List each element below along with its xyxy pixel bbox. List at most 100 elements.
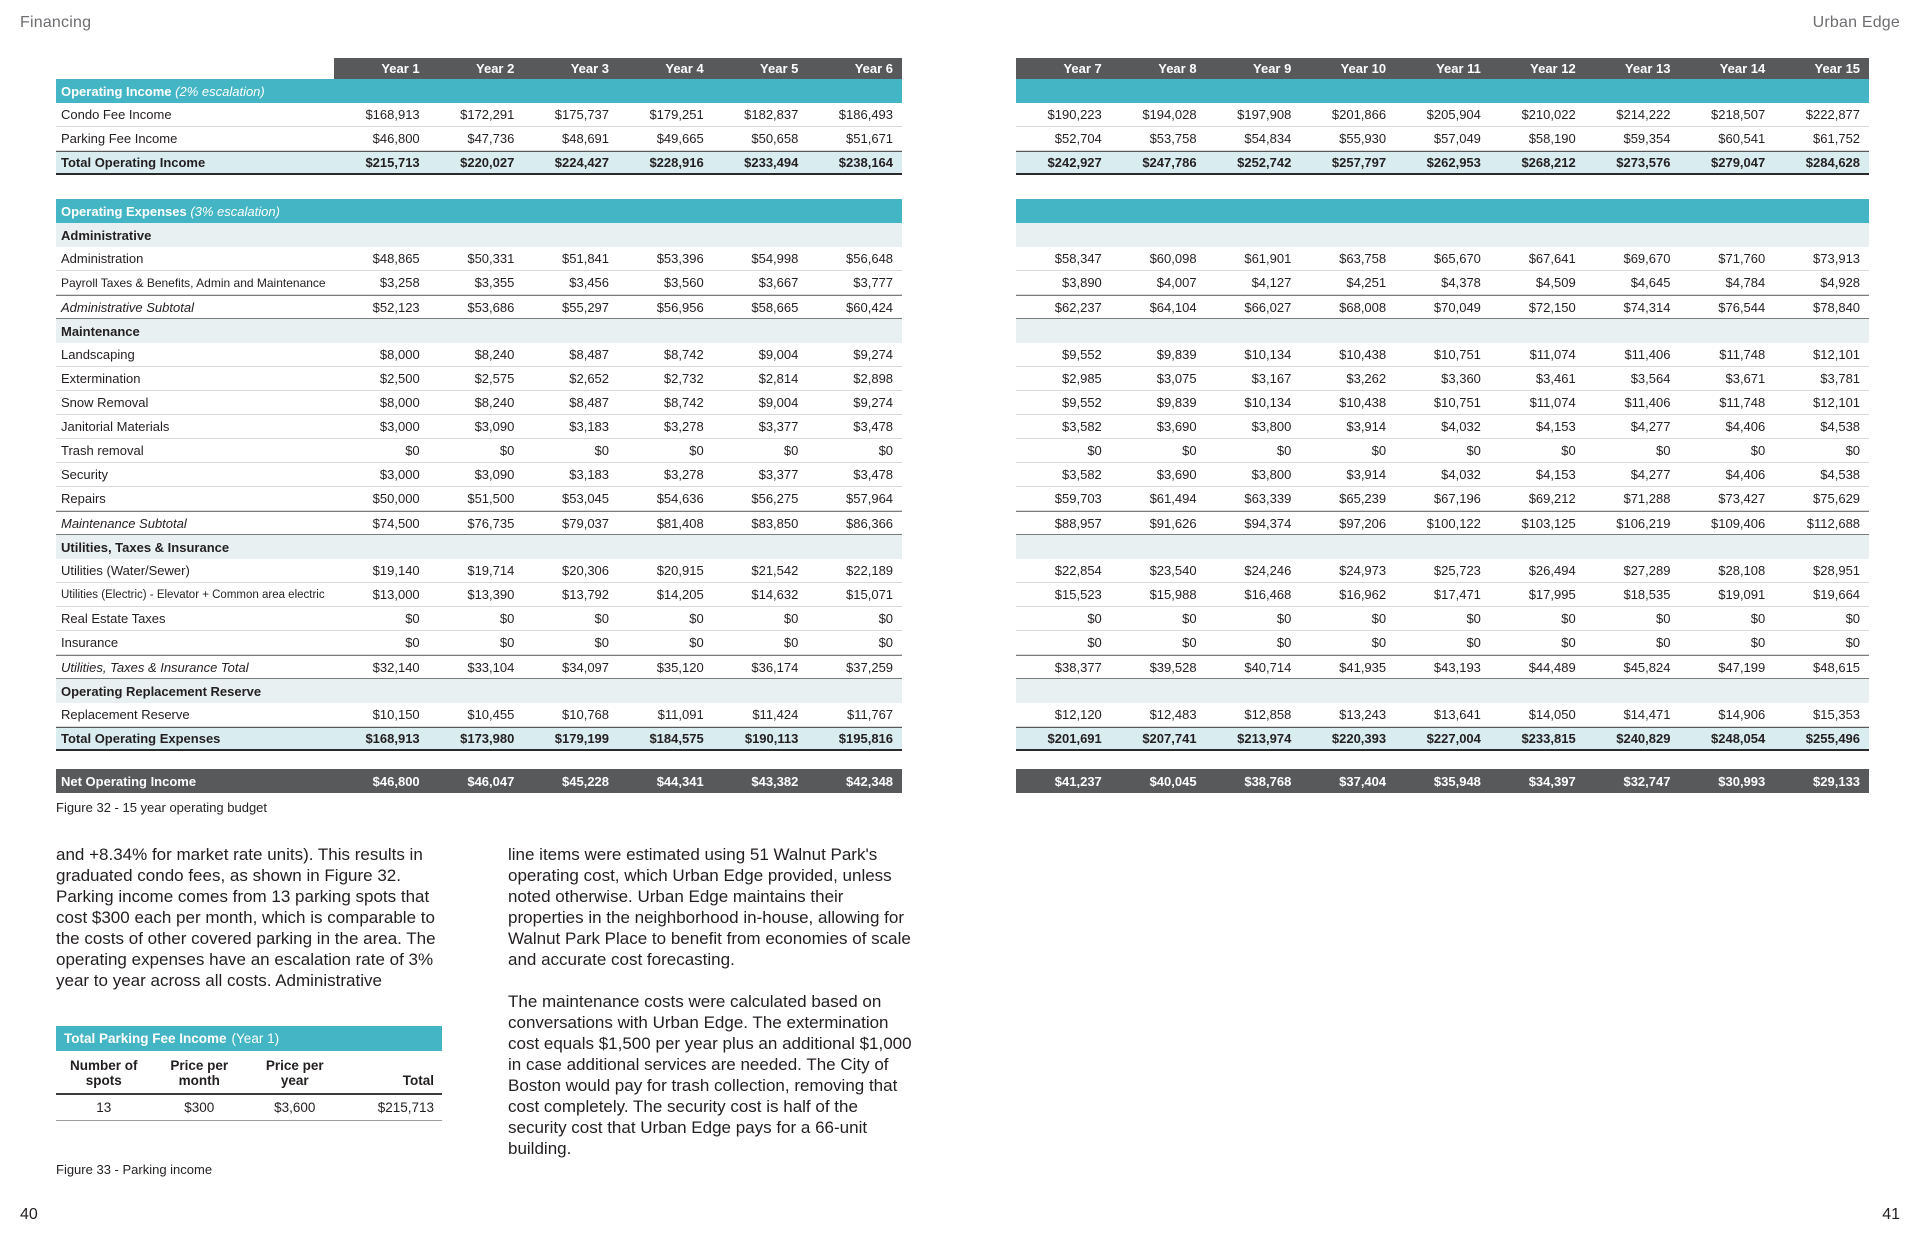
value-cell: $3,000: [379, 467, 420, 482]
row-label: Replacement Reserve: [56, 705, 334, 724]
value-cell: $0: [1087, 611, 1102, 626]
value-cell: $28,108: [1718, 563, 1766, 578]
value-cell: $49,665: [656, 131, 704, 146]
value-cell: $0: [1371, 635, 1387, 650]
value-cell: $56,648: [846, 251, 894, 266]
value-cell: $8,742: [663, 395, 704, 410]
value-cell: $13,641: [1433, 707, 1481, 722]
figure-32-caption: Figure 32 - 15 year operating budget: [56, 800, 268, 815]
value-cell: $2,985: [1062, 371, 1102, 386]
row-label: Repairs: [56, 489, 334, 508]
budget-row-total: $242,927 $247,786 $252,742 $257,797 $262,953…: [1016, 151, 1869, 175]
value-cell: $11,091: [657, 707, 704, 722]
value-cell: $173,980: [460, 731, 515, 746]
budget-row-subheader: [1016, 319, 1869, 343]
running-header-left: Financing: [20, 14, 92, 31]
value-cell: [1016, 209, 1111, 213]
parking-table-title: Total Parking Fee Income (Year 1): [56, 1026, 442, 1051]
value-cell: $74,314: [1623, 299, 1671, 315]
value-cell: $0: [405, 611, 420, 626]
year-header-cell: Year 5: [712, 58, 808, 79]
value-cell: $15,071: [846, 587, 894, 602]
value-cell: $184,575: [649, 731, 704, 746]
paragraph: line items were estimated using 51 Walnu…: [508, 845, 911, 969]
value-cell: $4,645: [1630, 275, 1671, 290]
page-number-left: 40: [20, 1206, 38, 1223]
value-cell: $74,500: [372, 515, 420, 531]
value-cell: [1395, 689, 1490, 693]
value-cell: $8,487: [569, 347, 610, 362]
value-cell: $0: [1845, 635, 1861, 650]
row-label-note: (2% escalation): [171, 83, 265, 99]
value-cell: [618, 89, 713, 93]
value-cell: $0: [1845, 611, 1861, 626]
value-cell: [713, 233, 808, 237]
row-label: Maintenance Subtotal: [56, 514, 334, 533]
net-operating-income-block: $41,237 $40,045 $38,768 $37,404 $35,948 $34,3…: [1016, 769, 1869, 793]
budget-row-net: $41,237 $40,045 $38,768 $37,404 $35,948 $34,3…: [1016, 769, 1869, 793]
row-label: Operating Replacement Reserve: [56, 682, 334, 701]
value-cell: $24,973: [1339, 563, 1387, 578]
row-label: Administration: [56, 249, 334, 268]
row-label-text: Repairs: [61, 491, 106, 506]
value-cell: [1679, 545, 1774, 549]
value-cell: [1206, 233, 1301, 237]
value-cell: $14,050: [1528, 707, 1576, 722]
value-cell: $0: [1276, 611, 1292, 626]
budget-row-item: Utilities (Water/Sewer) $19,140 $19,714 $20…: [56, 559, 902, 583]
row-label-text: Payroll Taxes & Benefits, Admin and Main…: [61, 275, 326, 290]
value-cell: $26,494: [1528, 563, 1576, 578]
value-cell: $40,045: [1149, 773, 1197, 789]
value-cell: [1774, 233, 1869, 237]
budget-row-item: Condo Fee Income $168,913 $172,291 $175,737…: [56, 103, 902, 127]
value-cell: $56,956: [656, 299, 704, 315]
value-cell: $2,732: [663, 371, 704, 386]
value-cell: $10,751: [1433, 395, 1481, 410]
value-cell: $3,090: [474, 467, 515, 482]
value-cell: [713, 209, 808, 213]
value-cell: $0: [1466, 635, 1481, 650]
row-label-text: Utilities, Taxes & Insurance Total: [61, 659, 249, 675]
value-cell: $50,658: [751, 131, 799, 146]
value-cell: $4,378: [1441, 275, 1481, 290]
budget-row-item: $0 $0 $0 $0 $0 $0 $0 $0 $0: [1016, 439, 1869, 463]
value-cell: [1679, 233, 1774, 237]
value-cell: $60,098: [1149, 251, 1197, 266]
row-label-text: Maintenance Subtotal: [61, 515, 187, 531]
value-cell: $11,406: [1624, 395, 1671, 410]
budget-row-total: Total Operating Expenses $168,913 $173,980…: [56, 727, 902, 751]
value-cell: $41,237: [1054, 773, 1102, 789]
value-cell: $0: [405, 635, 420, 650]
value-cell: $4,007: [1156, 275, 1197, 290]
value-cell: $262,953: [1426, 155, 1481, 170]
row-label: Landscaping: [56, 345, 334, 364]
value-cell: $0: [1750, 635, 1766, 650]
value-cell: $279,047: [1711, 155, 1766, 170]
value-cell: [523, 329, 618, 333]
value-cell: $4,784: [1725, 275, 1766, 290]
value-cell: [1490, 89, 1585, 93]
value-cell: $11,424: [752, 707, 799, 722]
value-cell: $182,837: [744, 107, 799, 122]
value-cell: $224,427: [554, 155, 610, 170]
body-text-column-1: and +8.34% for market rate units). This …: [56, 844, 460, 1159]
row-label: Real Estate Taxes: [56, 609, 334, 628]
value-cell: $22,854: [1054, 563, 1102, 578]
value-cell: $59,354: [1623, 131, 1671, 146]
value-cell: $51,671: [846, 131, 894, 146]
budget-row-net: Net Operating Income $46,800 $46,047 $45,22…: [56, 769, 902, 793]
budget-row-item: $9,552 $9,839 $10,134 $10,438 $10,751 $11,074…: [1016, 391, 1869, 415]
value-cell: $0: [1750, 443, 1766, 458]
value-cell: $11,406: [1624, 347, 1671, 362]
row-label-text: Administrative Subtotal: [61, 299, 194, 315]
value-cell: $58,190: [1528, 131, 1576, 146]
value-cell: $83,850: [751, 515, 799, 531]
parking-income-table: Total Parking Fee Income (Year 1) Number o…: [56, 1026, 442, 1121]
budget-row-subtotal: $38,377 $39,528 $40,714 $41,935 $43,193 $44,4…: [1016, 655, 1869, 679]
value-cell: $76,544: [1718, 299, 1766, 315]
value-cell: $4,251: [1346, 275, 1387, 290]
value-cell: $19,091: [1718, 587, 1766, 602]
value-cell: $47,736: [467, 131, 515, 146]
value-cell: $3,278: [663, 467, 704, 482]
value-cell: $168,913: [365, 107, 420, 122]
